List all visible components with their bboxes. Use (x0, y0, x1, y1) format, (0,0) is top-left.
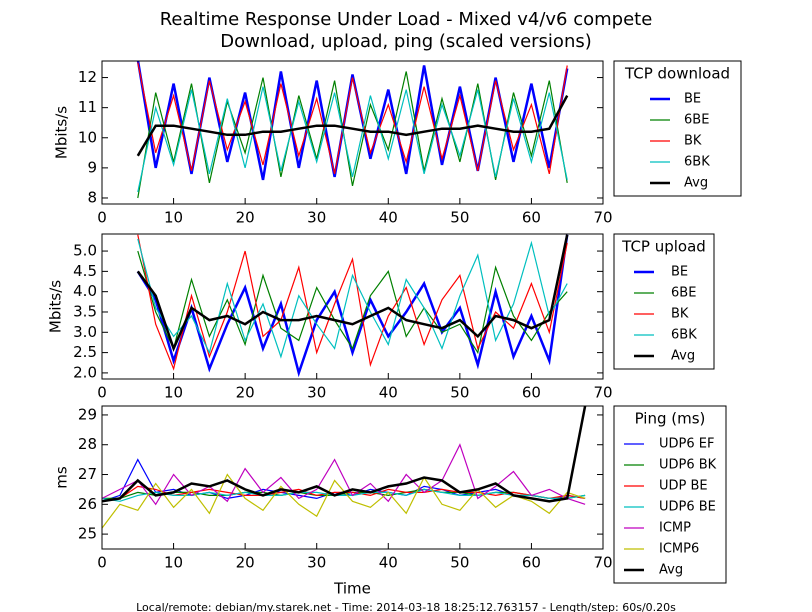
y-tick-label: 8 (87, 188, 97, 206)
legend-box (613, 405, 727, 584)
legend-label: ICMP6 (659, 542, 699, 557)
legend-label: 6BK (671, 328, 697, 343)
y-tick-label: 12 (78, 68, 97, 86)
x-tick-label: 50 (450, 209, 469, 227)
series-line (102, 488, 586, 502)
legend-label: UDP6 BK (659, 458, 717, 473)
plot-area (102, 406, 587, 529)
legend-label: BK (671, 307, 689, 322)
x-tick-label: 60 (522, 209, 541, 227)
legend-label: Avg (684, 176, 708, 191)
legend-label: UDP6 EF (659, 437, 714, 452)
y-axis-label: ms (53, 466, 71, 489)
x-tick-label: 0 (97, 384, 107, 402)
legend-label: BE (671, 265, 688, 280)
legend-label: 6BK (684, 155, 710, 170)
chart-title: Realtime Response Under Load - Mixed v4/… (160, 9, 653, 30)
legend-label: Avg (671, 349, 695, 364)
x-tick-label: 10 (164, 209, 183, 227)
legend-label: BE (684, 92, 701, 107)
x-tick-label: 70 (593, 384, 612, 402)
series-line (136, 234, 569, 352)
x-tick-label: 10 (164, 554, 183, 572)
x-tick-label: 70 (593, 209, 612, 227)
y-tick-label: 11 (78, 98, 97, 116)
series-line (102, 473, 586, 529)
y-tick-label: 4.0 (73, 282, 97, 300)
legend-title: TCP upload (621, 238, 706, 256)
axes-frame (101, 60, 604, 205)
y-axis-label: Mbits/s (53, 106, 71, 159)
x-tick-label: 50 (450, 554, 469, 572)
series-line (136, 95, 569, 157)
legend-title: Ping (ms) (635, 410, 706, 428)
x-tick-label: 20 (236, 209, 255, 227)
footer: Local/remote: debian/my.starek.net - Tim… (136, 601, 676, 612)
series-line (102, 488, 586, 499)
plot-area (136, 61, 569, 199)
legend-label: UDP BE (659, 479, 708, 494)
series-line (137, 62, 568, 175)
x-tick-label: 30 (307, 209, 326, 227)
y-tick-label: 27 (78, 465, 97, 483)
y-tick-label: 26 (78, 495, 97, 513)
x-tick-label: 70 (593, 554, 612, 572)
y-tick-label: 5.0 (73, 242, 97, 260)
series-line (136, 234, 569, 378)
legend-label: BK (684, 134, 702, 149)
axes-frame (101, 233, 604, 380)
series-line (136, 61, 569, 181)
y-tick-label: 29 (78, 405, 97, 423)
x-tick-label: 40 (379, 554, 398, 572)
x-tick-label: 0 (97, 554, 107, 572)
y-tick-label: 28 (78, 435, 97, 453)
x-tick-label: 40 (379, 384, 398, 402)
legend-label: 6BE (684, 113, 709, 128)
y-tick-label: 4.5 (73, 262, 97, 280)
axes-frame (101, 405, 604, 550)
x-tick-label: 20 (236, 384, 255, 402)
series-line (137, 238, 568, 359)
plot-area (136, 234, 569, 378)
x-tick-label: 40 (379, 209, 398, 227)
y-axis-label: Mbits/s (47, 280, 65, 333)
series-line (137, 71, 568, 199)
y-tick-label: 3.0 (73, 323, 97, 341)
y-tick-label: 9 (87, 158, 97, 176)
x-tick-label: 50 (450, 384, 469, 402)
legend-box (613, 233, 715, 370)
series-line (137, 250, 568, 355)
x-tick-label: 60 (522, 384, 541, 402)
series-line (102, 443, 586, 506)
x-tick-label: 0 (97, 209, 107, 227)
x-tick-label: 30 (307, 384, 326, 402)
y-tick-label: 2.5 (73, 343, 97, 361)
chart-subtitle: Download, upload, ping (scaled versions) (220, 31, 592, 52)
series-line (137, 234, 568, 371)
legend-label: 6BE (671, 286, 696, 301)
x-tick-label: 30 (307, 554, 326, 572)
series-line (102, 406, 587, 503)
x-tick-label: 60 (522, 554, 541, 572)
x-axis-label: Time (333, 580, 371, 598)
legend-box (613, 60, 742, 197)
series-line (137, 86, 568, 193)
y-tick-label: 25 (78, 525, 97, 543)
legend-label: Avg (659, 563, 683, 578)
y-tick-label: 10 (78, 128, 97, 146)
legend-label: ICMP (659, 521, 691, 536)
y-tick-label: 3.5 (73, 302, 97, 320)
x-tick-label: 10 (164, 384, 183, 402)
y-tick-label: 2.0 (73, 363, 97, 381)
legend-title: TCP download (624, 65, 730, 83)
x-tick-label: 20 (236, 554, 255, 572)
legend-label: UDP6 BE (659, 500, 716, 515)
